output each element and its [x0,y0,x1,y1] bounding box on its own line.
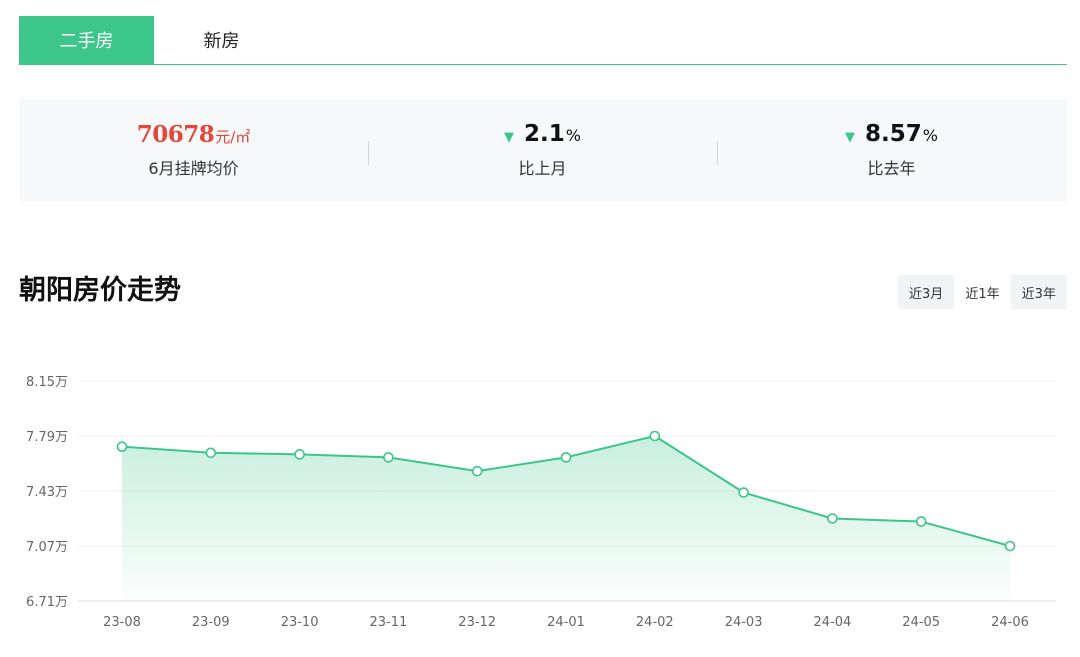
range-1-year-button[interactable]: 近1年 [954,275,1011,309]
time-range-selector: 近3月 近1年 近3年 [898,275,1067,309]
x-tick-label: 23-11 [370,615,408,630]
avg-price-value: 70678 [136,121,215,148]
y-tick-label: 7.79万 [26,430,68,445]
x-tick-label: 23-09 [192,615,230,630]
data-point [827,513,838,524]
range-3-years-button[interactable]: 近3年 [1021,286,1056,302]
y-tick-label: 7.43万 [26,485,68,500]
y-tick-label: 6.71万 [26,595,68,610]
x-tick-label: 24-02 [636,615,674,630]
tab-new-homes[interactable]: 新房 [203,31,240,52]
down-triangle-icon: ▼ [845,130,856,145]
data-point [915,516,927,527]
price-summary-panel: 70678 元/㎡ 6月挂牌均价 ▼ 2.1 % 比上月 ▼ 8.57 % 比去… [19,99,1067,201]
month-over-month-stat: ▼ 2.1 % 比上月 [368,99,717,201]
x-tick-label: 24-01 [547,615,585,630]
down-triangle-icon: ▼ [504,130,515,145]
avg-price-label: 6月挂牌均价 [148,159,239,178]
avg-price-unit: 元/㎡ [215,128,251,146]
price-area-fill [122,436,1010,601]
stat-divider [368,141,369,165]
data-point [294,449,305,460]
x-tick-label: 24-04 [814,615,852,630]
y-tick-label: 7.07万 [26,540,68,555]
stat-divider [717,141,718,165]
data-point [205,447,217,459]
data-point [1004,540,1016,552]
yoy-label: 比去年 [867,159,916,178]
data-point [560,452,572,463]
data-point [383,452,394,463]
data-point [738,487,749,498]
y-tick-label: 8.15万 [26,375,68,390]
data-point [649,430,661,442]
x-tick-label: 24-03 [725,615,763,630]
x-tick-label: 23-08 [103,615,141,630]
range-3-months-button[interactable]: 近3月 [909,286,944,302]
x-tick-label: 24-05 [902,615,940,630]
chart-title: 朝阳房价走势 [19,275,181,306]
mom-label: 比上月 [518,159,567,178]
year-over-year-stat: ▼ 8.57 % 比去年 [717,99,1066,201]
avg-listing-price-stat: 70678 元/㎡ 6月挂牌均价 [19,99,368,201]
housing-type-tabs: 二手房 新房 [19,16,1067,65]
x-tick-label: 24-06 [991,615,1029,630]
yoy-unit: % [922,126,938,145]
x-tick-label: 23-10 [281,615,319,630]
mom-value: 2.1 [524,121,565,147]
x-tick-label: 23-12 [458,615,496,630]
data-point [116,441,128,452]
tab-second-hand[interactable]: 二手房 [19,16,154,64]
yoy-value: 8.57 [865,121,922,147]
mom-unit: % [565,126,581,145]
data-point [471,465,483,477]
